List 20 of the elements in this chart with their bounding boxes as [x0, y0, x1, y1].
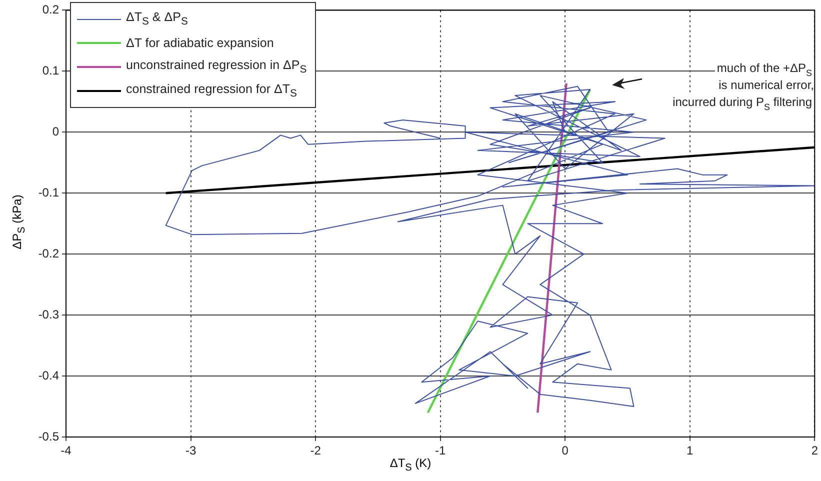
x-tick-label: -2 [310, 444, 322, 458]
legend-label: ΔT for adiabatic expansion [126, 36, 274, 50]
legend-label: ΔT$_{S}$ & ΔP$_{S}$ [126, 10, 188, 28]
x-tick-label: 1 [686, 444, 694, 458]
y-tick-label: -0.2 [38, 246, 60, 260]
y-tick-label: 0.1 [42, 63, 60, 78]
y-tick-label: -0.1 [38, 185, 60, 200]
x-tick-label: 2 [811, 444, 818, 458]
y-tick-label: -0.3 [38, 307, 60, 322]
legend-label: unconstrained regression in ΔP$_{S}$ [126, 58, 307, 76]
x-tick-label: -4 [60, 444, 72, 458]
y-tick-label: 0 [52, 124, 60, 138]
legend-label: constrained regression for ΔT$_{S}$ [126, 82, 297, 100]
x-axis-title: ΔT$_{S}$ (K) [388, 456, 432, 474]
y-tick-label: 0.2 [42, 2, 60, 17]
x-tick-label: -3 [185, 444, 196, 458]
x-tick-label: -1 [434, 444, 446, 458]
y-tick-label: -0.5 [38, 429, 60, 444]
y-tick-label: -0.4 [38, 368, 60, 382]
x-tick-label: 0 [562, 444, 569, 458]
